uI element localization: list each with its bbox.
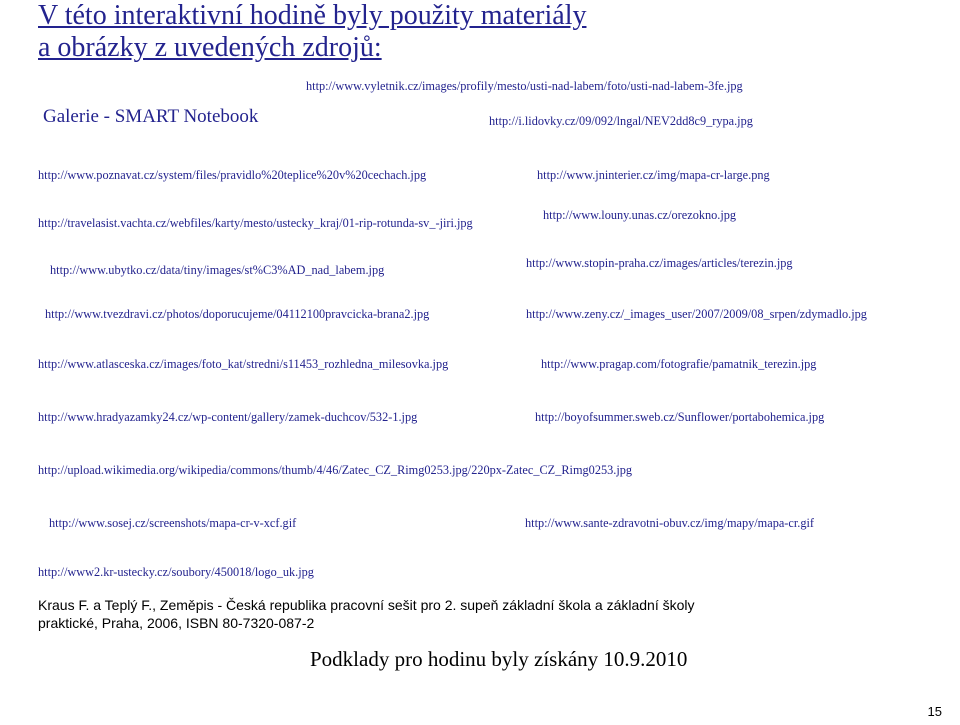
footer-note: Podklady pro hodinu byly získány 10.9.20… — [310, 647, 687, 672]
source-link[interactable]: http://www.jninterier.cz/img/mapa-cr-lar… — [537, 168, 770, 183]
source-link[interactable]: http://www.louny.unas.cz/orezokno.jpg — [543, 208, 736, 223]
source-link[interactable]: http://www.poznavat.cz/system/files/prav… — [38, 168, 426, 183]
source-link[interactable]: http://www.pragap.com/fotografie/pamatni… — [541, 357, 816, 372]
source-link[interactable]: http://boyofsummer.sweb.cz/Sunflower/por… — [535, 410, 824, 425]
page-number: 15 — [928, 704, 942, 719]
subtitle-gallery: Galerie - SMART Notebook — [43, 106, 258, 128]
source-link[interactable]: http://travelasist.vachta.cz/webfiles/ka… — [38, 216, 473, 231]
source-link[interactable]: http://www.hradyazamky24.cz/wp-content/g… — [38, 410, 417, 425]
title-line1: V této interaktivní hodině byly použity … — [38, 0, 586, 31]
citation-text: Kraus F. a Teplý F., Zeměpis - Česká rep… — [38, 596, 695, 632]
citation-line2: praktické, Praha, 2006, ISBN 80-7320-087… — [38, 615, 314, 631]
source-link[interactable]: http://www.stopin-praha.cz/images/articl… — [526, 256, 793, 271]
source-link[interactable]: http://www.vyletnik.cz/images/profily/me… — [306, 79, 743, 94]
source-link[interactable]: http://www.zeny.cz/_images_user/2007/200… — [526, 307, 867, 322]
source-link[interactable]: http://www.sosej.cz/screenshots/mapa-cr-… — [49, 516, 296, 531]
page-title: V této interaktivní hodině byly použity … — [38, 0, 586, 64]
source-link[interactable]: http://www.atlasceska.cz/images/foto_kat… — [38, 357, 448, 372]
source-link[interactable]: http://www2.kr-ustecky.cz/soubory/450018… — [38, 565, 314, 580]
source-link[interactable]: http://www.ubytko.cz/data/tiny/images/st… — [50, 263, 384, 278]
source-link[interactable]: http://www.sante-zdravotni-obuv.cz/img/m… — [525, 516, 814, 531]
source-link[interactable]: http://www.tvezdravi.cz/photos/doporucuj… — [45, 307, 429, 322]
source-link[interactable]: http://i.lidovky.cz/09/092/lngal/NEV2dd8… — [489, 114, 753, 129]
title-line2: a obrázky z uvedených zdrojů: — [38, 32, 382, 63]
source-link[interactable]: http://upload.wikimedia.org/wikipedia/co… — [38, 463, 632, 478]
citation-line1: Kraus F. a Teplý F., Zeměpis - Česká rep… — [38, 597, 695, 613]
